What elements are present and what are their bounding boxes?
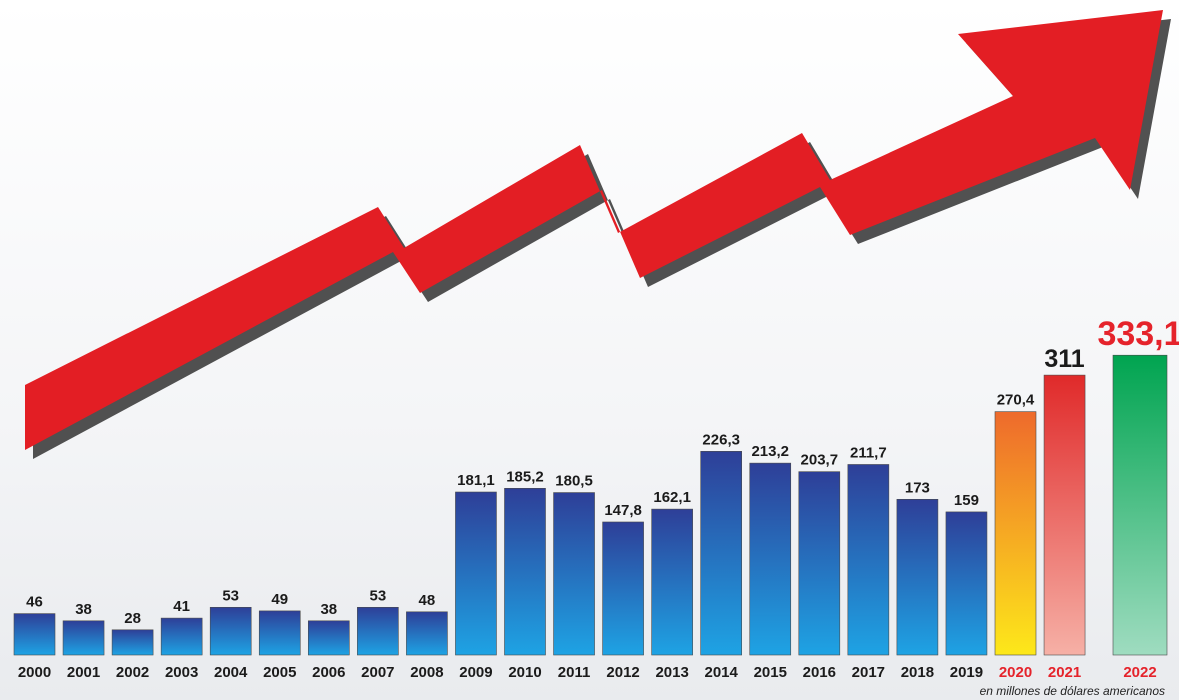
value-label-2022: 333,1 <box>1097 315 1179 353</box>
year-label-2009: 2009 <box>459 664 492 681</box>
unit-note: en millones de dólares americanos <box>979 684 1165 698</box>
year-label-2010: 2010 <box>508 664 541 681</box>
bar-2002 <box>111 629 154 656</box>
year-label-2011: 2011 <box>558 664 591 681</box>
value-label-2013: 162,1 <box>653 489 691 506</box>
value-label-2008: 48 <box>419 592 436 609</box>
bar-2009 <box>455 491 497 656</box>
value-label-2014: 226,3 <box>702 431 740 448</box>
bar-2017 <box>847 464 890 656</box>
year-labels-group: 2000 2001 2002 2003 2004 2005 2006 2007 2008 2009… <box>18 664 1157 681</box>
bar-2016 <box>798 471 841 656</box>
bar-2004 <box>209 606 252 656</box>
value-label-2016: 203,7 <box>801 452 839 469</box>
year-label-2015: 2015 <box>754 664 787 681</box>
bar-2001 <box>62 620 105 656</box>
year-label-2005: 2005 <box>263 664 296 681</box>
bar-2011 <box>553 492 595 656</box>
bar-2010 <box>504 488 546 656</box>
value-label-2011: 180,5 <box>555 473 593 490</box>
value-label-2004: 53 <box>222 587 239 604</box>
year-label-2012: 2012 <box>606 664 639 681</box>
year-label-2001: 2001 <box>67 664 100 681</box>
bar-2018 <box>896 498 939 656</box>
bar-2006 <box>307 620 350 656</box>
bar-2020 <box>994 411 1037 656</box>
year-label-2019: 2019 <box>950 664 983 681</box>
bars-group <box>13 354 1168 656</box>
value-label-2007: 53 <box>370 587 387 604</box>
value-label-2009: 181,1 <box>457 472 495 489</box>
bar-2014 <box>700 451 743 656</box>
value-label-2021: 311 <box>1044 345 1084 373</box>
year-label-2016: 2016 <box>803 664 836 681</box>
value-labels-group: 46 38 28 41 53 49 38 53 48 181,1 185,2 180,5 147,8 16… <box>26 315 1179 627</box>
value-label-2002: 28 <box>124 610 141 627</box>
bar-2022 <box>1112 354 1168 656</box>
year-label-2020: 2020 <box>999 664 1032 681</box>
bar-2007 <box>357 606 399 656</box>
trend-arrow-icon <box>25 10 1171 459</box>
year-label-2007: 2007 <box>361 664 394 681</box>
value-label-2012: 147,8 <box>604 502 642 519</box>
value-label-2017: 211,7 <box>850 444 887 461</box>
value-label-2001: 38 <box>75 601 92 618</box>
year-label-2006: 2006 <box>312 664 345 681</box>
bar-2015 <box>749 462 792 656</box>
value-label-2015: 213,2 <box>751 443 789 460</box>
year-label-2008: 2008 <box>410 664 443 681</box>
value-label-2019: 159 <box>954 492 979 509</box>
value-label-2000: 46 <box>26 594 43 611</box>
value-label-2006: 38 <box>320 601 337 618</box>
year-label-2002: 2002 <box>116 664 149 681</box>
bar-2008 <box>406 611 448 656</box>
year-label-2004: 2004 <box>214 664 248 681</box>
year-label-2014: 2014 <box>705 664 739 681</box>
value-label-2020: 270,4 <box>997 392 1035 409</box>
value-label-2003: 41 <box>173 598 190 615</box>
value-label-2005: 49 <box>271 591 288 608</box>
bar-2005 <box>258 610 301 656</box>
bar-2003 <box>160 617 203 656</box>
bar-2019 <box>945 511 988 656</box>
year-label-2013: 2013 <box>655 664 688 681</box>
year-label-2022: 2022 <box>1123 664 1156 681</box>
bar-2021 <box>1043 374 1086 656</box>
year-label-2021: 2021 <box>1048 664 1081 681</box>
year-label-2003: 2003 <box>165 664 198 681</box>
year-label-2018: 2018 <box>901 664 934 681</box>
bar-2000 <box>13 613 56 656</box>
year-label-2017: 2017 <box>852 664 885 681</box>
bar-2013 <box>651 508 693 656</box>
value-label-2018: 173 <box>905 479 930 496</box>
year-label-2000: 2000 <box>18 664 51 681</box>
value-label-2010: 185,2 <box>506 468 544 485</box>
bar-2012 <box>602 521 644 656</box>
